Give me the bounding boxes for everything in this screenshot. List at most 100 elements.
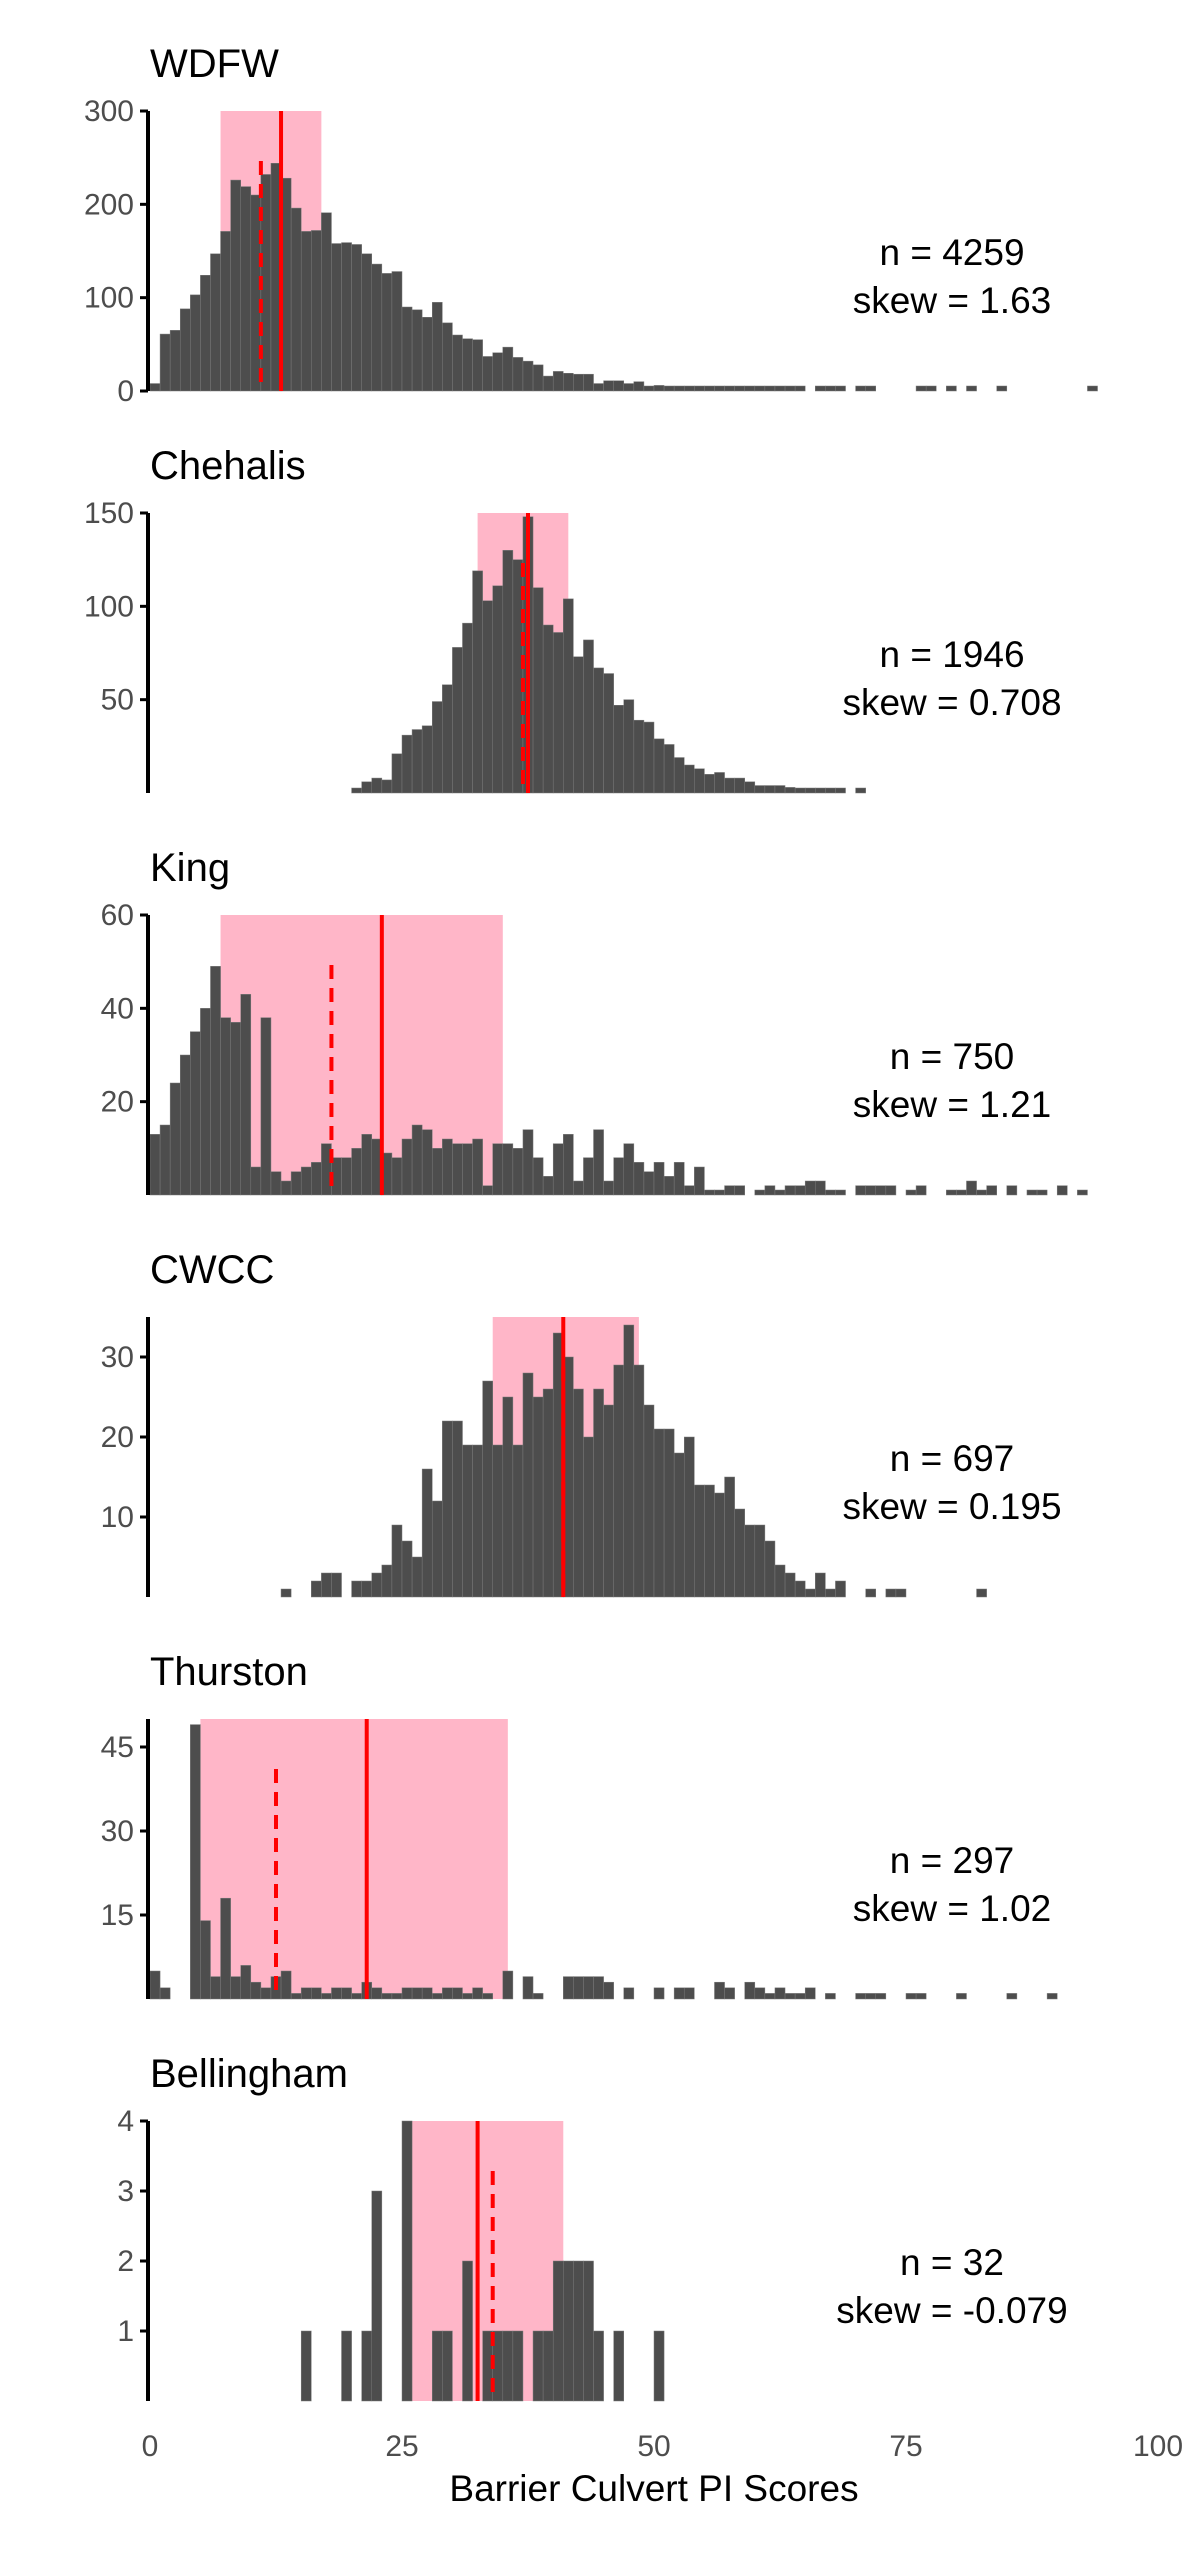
histogram-bar [633,381,645,392]
histogram-bar [421,725,433,794]
panel-title: Thurston [150,1650,308,1694]
histogram-bar [300,231,312,392]
histogram-bar [563,598,574,794]
histogram-bar [159,1124,171,1196]
histogram-bar [714,1189,725,1196]
histogram-bar [522,1372,534,1598]
histogram-bar [714,1981,725,2000]
histogram-bar [744,1981,756,2000]
histogram-bar [421,317,433,392]
histogram-bar [875,1185,887,1196]
panel-title: King [150,846,230,890]
histogram-bar [311,1987,322,2000]
histogram-bar [946,385,957,392]
histogram-bar [462,1444,473,1598]
histogram-bar [280,1180,292,1196]
histogram-bar [532,587,544,794]
histogram-bar [482,356,493,392]
histogram-bar [603,1404,614,1598]
histogram-bar [915,385,927,392]
histogram-bar [613,1364,625,1598]
y-tick-label: 10 [101,1501,134,1534]
histogram-bar [583,1436,594,1598]
y-tick-label: 100 [84,590,134,623]
histogram-bar [442,1138,453,1196]
histogram-bar [1026,1189,1038,1196]
histogram-bar [905,1189,917,1196]
histogram-bar [210,966,221,1196]
histogram-bar [552,1143,564,1196]
histogram-bar [331,1987,342,2000]
histogram-bar [492,585,504,794]
histogram-bar [593,1976,604,2000]
x-axis-label: Barrier Culvert PI Scores [449,2468,858,2509]
panel-title: Chehalis [150,444,306,488]
histogram-bar [663,1176,675,1196]
histogram-bar [744,385,756,392]
histogram-bar [976,1189,987,1196]
histogram-bars [149,966,1088,1196]
histogram-bar [502,550,514,794]
histogram-bar [563,1976,574,2000]
histogram-bar [583,2260,594,2402]
histogram-bar [250,1166,262,1196]
histogram-bar [633,719,645,794]
histogram-panel: Bellingham 1 2 3 4 n = 32 skew = -0.079 [117,2052,1068,2402]
histogram-bar [542,1176,554,1196]
histogram-bar [593,383,604,392]
histogram-bar [149,1970,161,2000]
histogram-bar [492,1143,504,1196]
histogram-bar [683,1436,695,1598]
histogram-bar [452,1987,463,2000]
y-tick-label: 100 [84,282,134,315]
histogram-bar [603,1981,614,2000]
histogram-bar [683,1185,695,1196]
histogram-bar [956,1993,967,2000]
histogram-bar [855,1993,866,2000]
histogram-bar [321,212,332,392]
histogram-bar [643,1171,655,1196]
histogram-bar [431,302,443,392]
histogram-bar [401,1987,413,2000]
histogram-bar [734,1508,745,1598]
y-tick-label: 2 [117,2245,134,2278]
histogram-bar [321,1572,332,1598]
y-tick-label: 1 [117,2315,134,2348]
histogram-bar [956,1189,967,1196]
histogram-bar [512,1148,524,1196]
histogram-bar [563,1134,574,1196]
histogram-bar [573,1388,584,1598]
histogram-bar [431,1148,443,1196]
histogram-bar [704,774,715,794]
histogram-bar [149,383,161,392]
histogram-bar [552,371,564,392]
histogram-bar [381,779,393,794]
iqr-band [200,1719,508,1999]
histogram-bar [371,263,383,392]
histogram-bar [663,385,675,392]
histogram-bar [351,787,362,794]
histogram-bar [240,1965,252,2000]
histogram-bar [563,2260,574,2402]
histogram-bar [593,667,604,794]
y-tick-label: 20 [101,1086,134,1119]
histogram-bar [351,1580,362,1598]
histogram-bar [230,179,241,392]
histogram-bar [815,1572,826,1598]
histogram-bar [522,1129,534,1196]
histogram-bar [341,242,352,392]
histogram-bar [502,1143,514,1196]
histogram-bar [381,273,393,392]
histogram-bar [804,1588,816,1598]
x-tick-label: 0 [142,2430,159,2463]
histogram-bar [825,1189,836,1196]
histogram-bar [472,1138,483,1196]
histogram-bars [280,1324,987,1598]
histogram-bar [361,1134,373,1196]
histogram-bar [613,705,625,794]
histogram-bar [764,1993,776,2000]
histogram-bar [1036,1189,1048,1196]
histogram-bar [623,383,635,392]
histogram-bar [502,346,514,392]
histogram-bar [542,624,554,794]
